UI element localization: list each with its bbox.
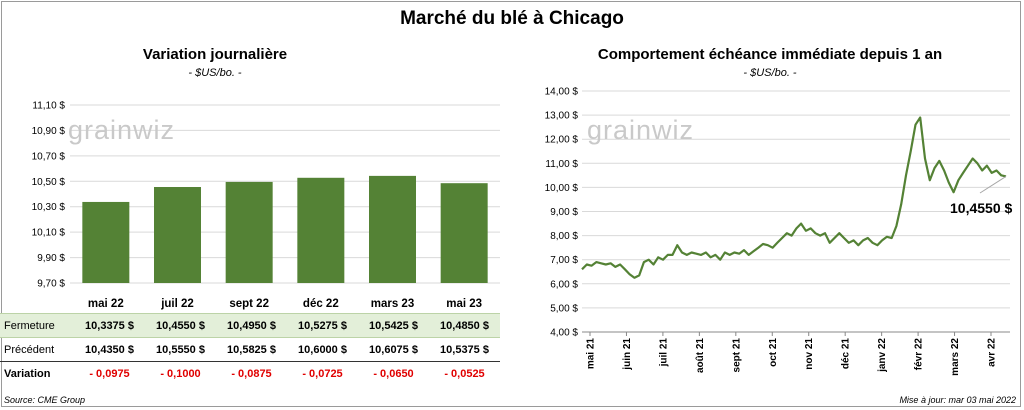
row-label: Précédent bbox=[0, 337, 74, 362]
bar-category-label: mai 22 bbox=[88, 298, 124, 310]
right-unit-label: - $US/bo. - bbox=[743, 67, 797, 79]
table-cell: - 0,1000 bbox=[160, 367, 201, 380]
bar-y-tick: 10,10 $ bbox=[32, 228, 66, 239]
table-cell: - 0,0525 bbox=[444, 367, 485, 380]
left-watermark: grainwiz bbox=[68, 115, 176, 145]
table-cell: 10,5425 $ bbox=[358, 313, 429, 338]
bar-category-label: déc 22 bbox=[303, 298, 339, 310]
bar-category-label: juil 22 bbox=[160, 298, 194, 310]
bar-y-tick: 11,10 $ bbox=[32, 101, 65, 112]
bar-y-tick: 10,30 $ bbox=[32, 202, 66, 213]
table-cell: - 0,0875 bbox=[231, 367, 272, 380]
table-cell: 10,5825 $ bbox=[216, 337, 287, 362]
table-row: Variation - 0,0975 - 0,1000 - 0,0875 - 0,072… bbox=[0, 362, 500, 386]
bar-category-label: mai 23 bbox=[446, 298, 482, 310]
line-x-tick: mai 21 bbox=[586, 338, 597, 370]
bar-chart: 9,70 $ 9,90 $ 10,10 $ 10,30 $ 10,50 $ 10,70 $… bbox=[32, 101, 500, 310]
table-row: Fermeture 10,3375 $10,4550 $10,4950 $10,5… bbox=[0, 313, 500, 338]
line-x-tick: déc 21 bbox=[841, 338, 852, 370]
line-y-tick: 10,00 $ bbox=[545, 183, 579, 194]
left-unit-label: - $US/bo. - bbox=[188, 67, 242, 79]
line-y-tick: 13,00 $ bbox=[545, 111, 579, 122]
line-y-tick: 14,00 $ bbox=[545, 87, 579, 98]
line-x-tick: mars 22 bbox=[950, 338, 961, 376]
table-cell: 10,4950 $ bbox=[216, 313, 287, 338]
line-y-tick: 7,00 $ bbox=[550, 255, 578, 266]
line-y-tick: 12,00 $ bbox=[545, 135, 579, 146]
table-row: Précédent 10,4350 $10,5550 $10,5825 $10,6… bbox=[0, 337, 500, 362]
update-note: Mise à jour: mar 03 mai 2022 bbox=[899, 395, 1016, 405]
line-x-tick: nov 21 bbox=[804, 338, 815, 370]
right-watermark: grainwiz bbox=[587, 115, 695, 145]
bar bbox=[369, 175, 416, 283]
bar-y-tick: 10,50 $ bbox=[32, 177, 66, 188]
line-x-tick: oct 21 bbox=[768, 338, 779, 367]
line-chart: 4,00 $ 5,00 $ 6,00 $ 7,00 $ 8,00 $ 9,00 $ 10,0… bbox=[545, 87, 1010, 376]
table-cell: 10,4550 $ bbox=[145, 313, 216, 338]
table-cell: - 0,0975 bbox=[89, 367, 130, 380]
row-label: Fermeture bbox=[0, 313, 74, 338]
bar bbox=[440, 183, 488, 283]
table-cell: 10,5550 $ bbox=[145, 337, 216, 362]
bar-y-tick: 9,70 $ bbox=[37, 279, 65, 290]
contract-table: Fermeture 10,3375 $10,4550 $10,4950 $10,5… bbox=[0, 313, 500, 385]
table-cell: - 0,0725 bbox=[302, 367, 343, 380]
table-cell: 10,4350 $ bbox=[74, 337, 145, 362]
line-y-tick: 8,00 $ bbox=[550, 231, 578, 242]
source-note: Source: CME Group bbox=[4, 395, 86, 405]
line-y-tick: 4,00 $ bbox=[550, 328, 578, 339]
table-cell: 10,3375 $ bbox=[74, 313, 145, 338]
line-x-tick: sept 21 bbox=[731, 338, 742, 373]
page-title: Marché du blé à Chicago bbox=[400, 8, 624, 29]
table-cell: - 0,0650 bbox=[373, 367, 414, 380]
bar-y-tick: 10,90 $ bbox=[32, 126, 66, 137]
table-cell: 10,6000 $ bbox=[287, 337, 358, 362]
line-y-tick: 6,00 $ bbox=[550, 279, 578, 290]
last-price-leader bbox=[979, 176, 1007, 194]
line-x-tick: janv 22 bbox=[877, 338, 888, 373]
line-x-tick: août 21 bbox=[695, 338, 706, 373]
table-cell: 10,5275 $ bbox=[287, 313, 358, 338]
bar-y-tick: 10,70 $ bbox=[32, 151, 66, 162]
price-line bbox=[581, 116, 1007, 279]
bar bbox=[225, 181, 273, 283]
left-chart-title: Variation journalière bbox=[142, 46, 288, 63]
bar bbox=[82, 201, 130, 283]
line-y-tick: 9,00 $ bbox=[550, 207, 578, 218]
bar-y-tick: 9,90 $ bbox=[37, 253, 65, 264]
right-chart-title: Comportement échéance immédiate depuis 1… bbox=[597, 46, 943, 63]
line-x-tick: févr 22 bbox=[914, 338, 925, 371]
table-cell: 10,5375 $ bbox=[429, 337, 500, 362]
bar-category-label: mars 23 bbox=[371, 298, 414, 310]
line-x-tick: juin 21 bbox=[622, 338, 633, 371]
bar bbox=[297, 177, 345, 283]
table-cell: 10,4850 $ bbox=[429, 313, 500, 338]
line-y-tick: 11,00 $ bbox=[545, 159, 578, 170]
line-x-tick: juil 21 bbox=[658, 338, 669, 368]
row-label: Variation bbox=[4, 367, 51, 380]
table-cell: 10,6075 $ bbox=[358, 337, 429, 362]
line-x-tick: avr 22 bbox=[987, 338, 998, 367]
line-y-tick: 5,00 $ bbox=[550, 303, 578, 314]
last-price-label: 10,4550 $ bbox=[950, 200, 1013, 216]
bar-category-label: sept 22 bbox=[229, 298, 269, 310]
bar bbox=[154, 187, 201, 283]
